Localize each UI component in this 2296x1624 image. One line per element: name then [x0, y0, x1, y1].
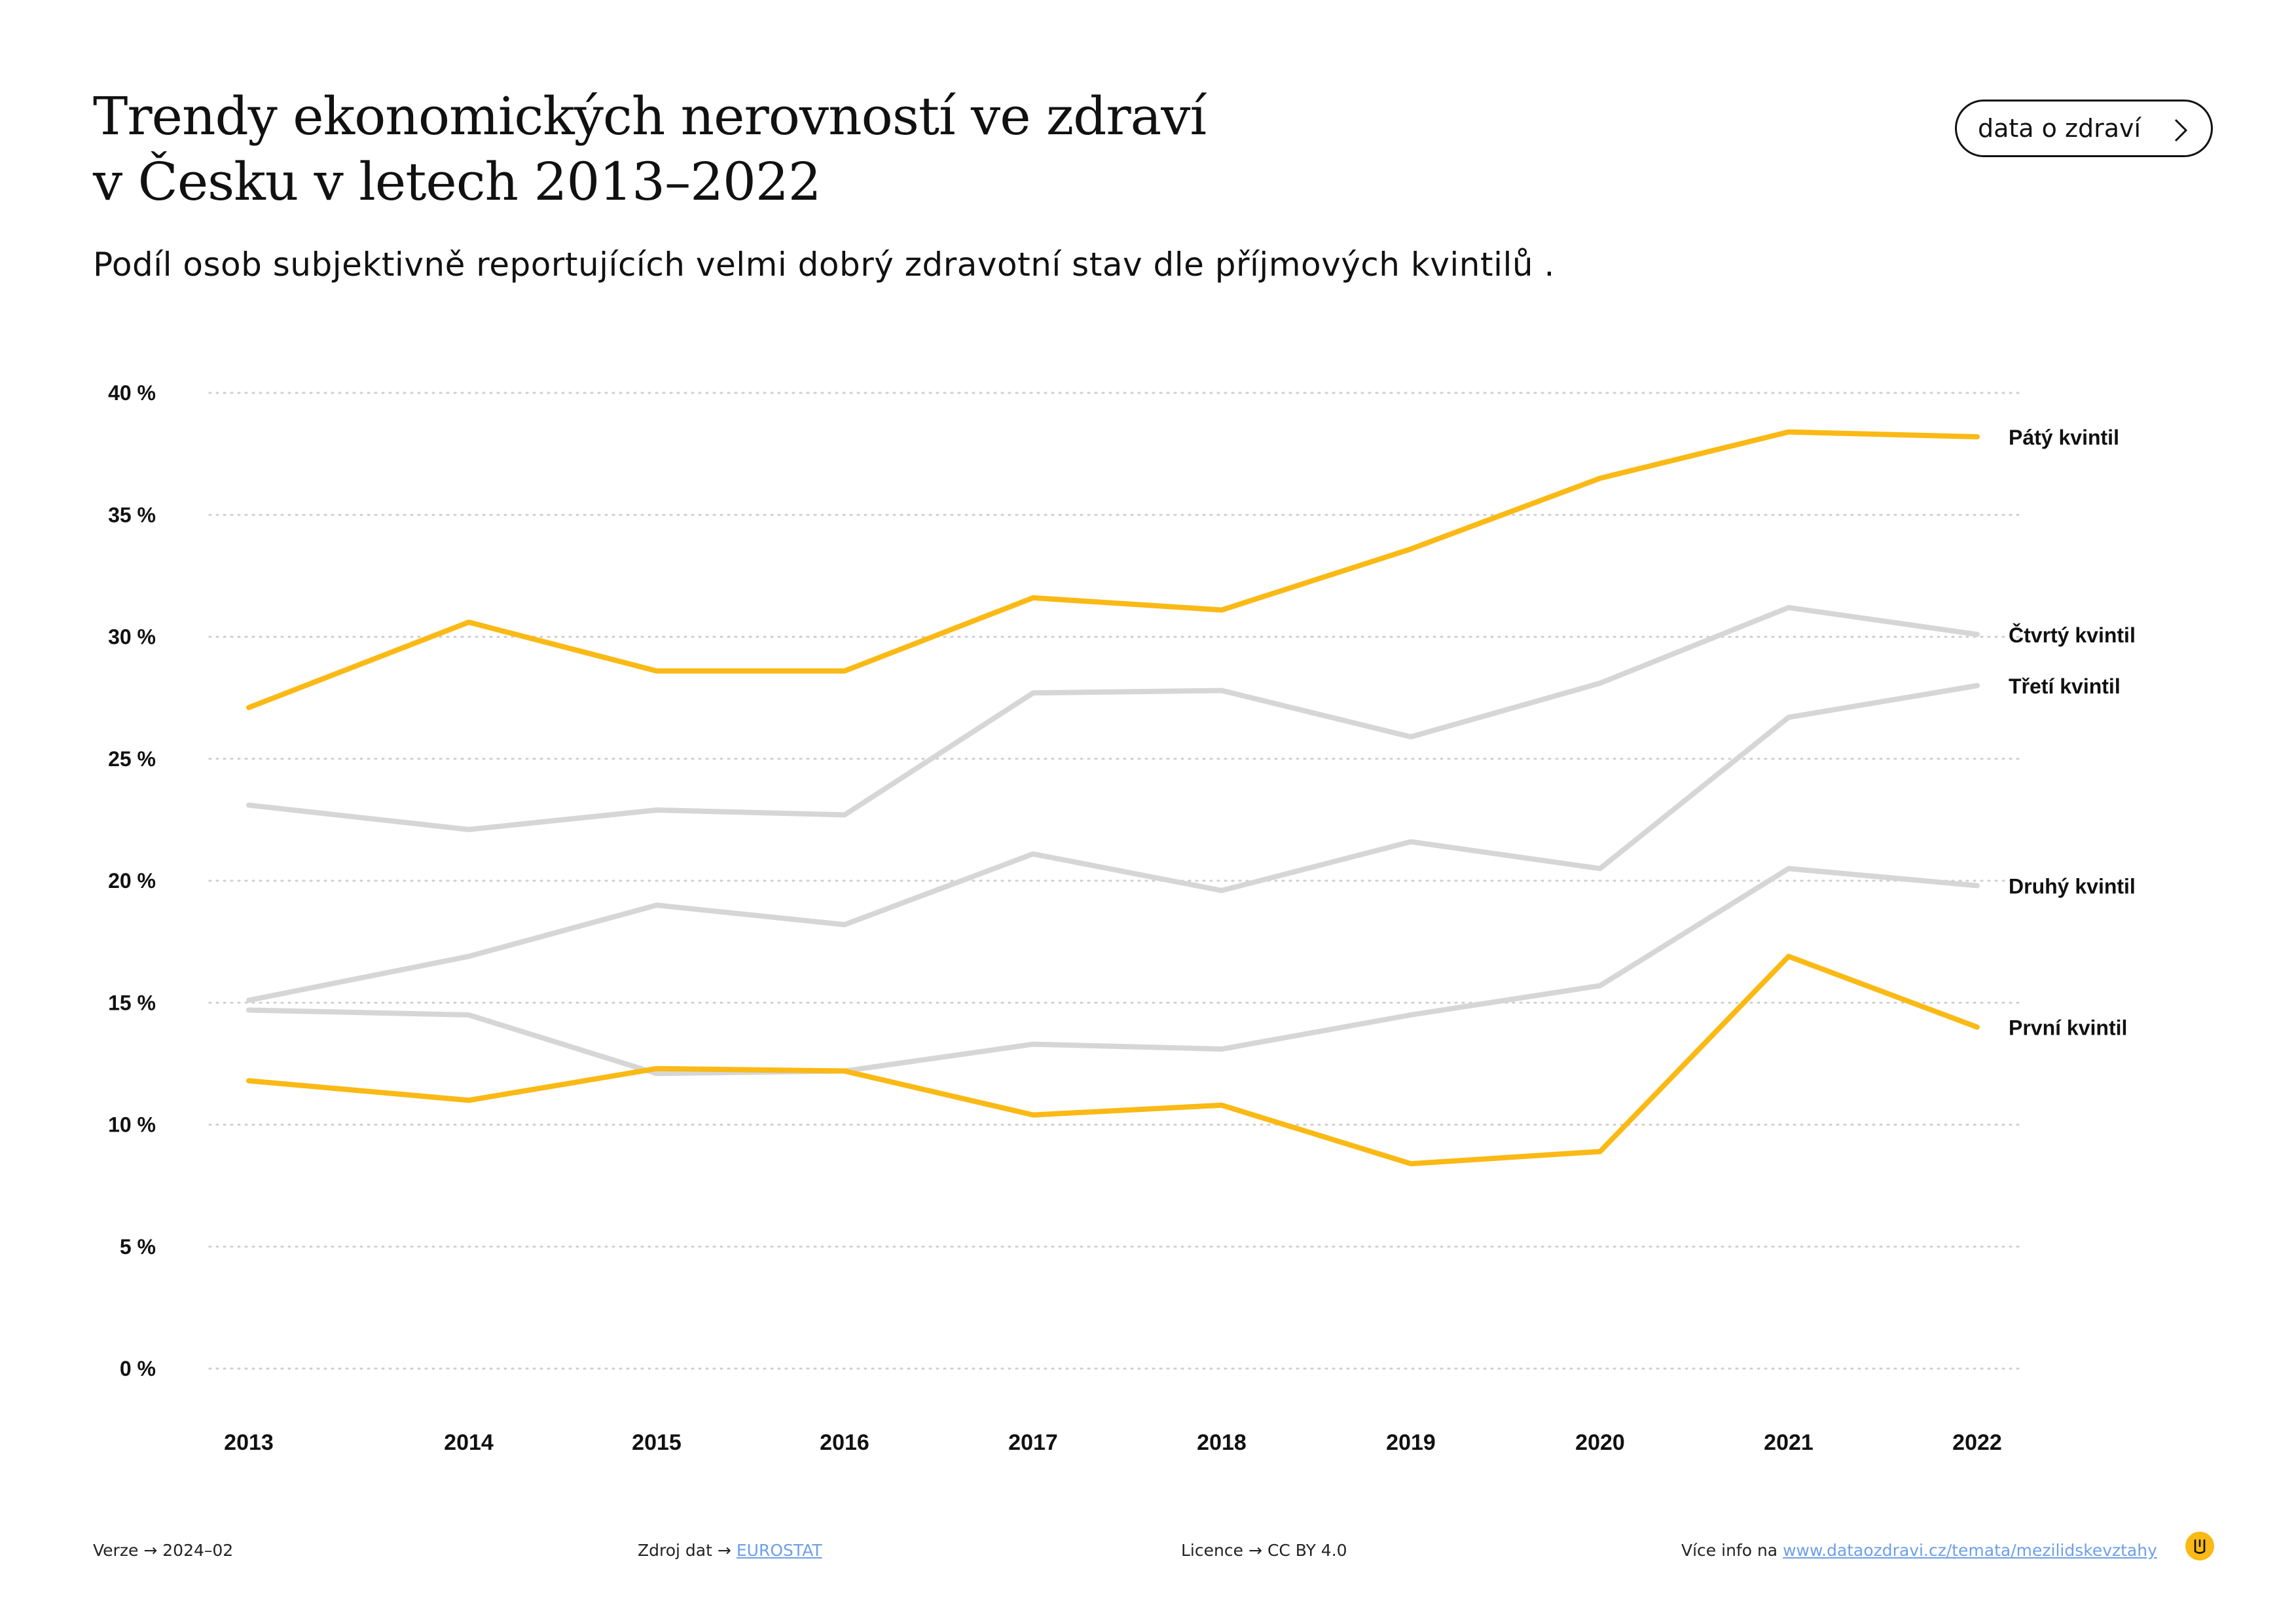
- x-axis-tick-labels: 2013 2014 2015 2016 2017 2018 2019 2020 2021 2022: [224, 1430, 2002, 1455]
- chart-title: Trendy ekonomických nerovností ve zdraví…: [93, 84, 1533, 215]
- footer-version-label: Verze: [93, 1541, 139, 1560]
- y-tick-label: 0 %: [120, 1357, 156, 1380]
- series-label: Pátý kvintil: [2009, 426, 2119, 449]
- series-line: [246, 953, 1980, 1167]
- chart-subtitle: Podíl osob subjektivně reportujících vel…: [93, 246, 1555, 284]
- x-tick-label: 2015: [632, 1430, 682, 1455]
- brand-logo-icon: [2185, 1532, 2214, 1560]
- footer-license-label: Licence: [1181, 1541, 1243, 1560]
- footer-license: Licence → CC BY 4.0: [1181, 1539, 1347, 1562]
- footer-version: Verze → 2024–02: [93, 1539, 233, 1562]
- chart-title-line-1: Trendy ekonomických nerovností ve zdraví: [93, 86, 1207, 147]
- footer-arrow: →: [143, 1541, 158, 1560]
- x-tick-label: 2019: [1386, 1430, 1436, 1455]
- footer-arrow: →: [1248, 1541, 1262, 1560]
- grid-lines: [208, 392, 2024, 1370]
- x-tick-label: 2013: [224, 1430, 274, 1455]
- series-end-labels: Pátý kvintil Čtvrtý kvintil Třetí kvintil D…: [2009, 426, 2136, 1039]
- chart-title-line-2: v Česku v letech 2013–2022: [93, 151, 822, 212]
- chevron-right-icon: [2174, 119, 2188, 142]
- series-label: Druhý kvintil: [2009, 874, 2136, 898]
- y-tick-label: 20 %: [108, 869, 156, 893]
- series-label: První kvintil: [2009, 1016, 2127, 1040]
- series-line: [246, 429, 1980, 710]
- footer-more-link[interactable]: www.dataozdravi.cz/temata/mezilidskevzta…: [1783, 1541, 2157, 1560]
- series-line: [246, 604, 1980, 832]
- y-axis-tick-labels: 0 % 5 % 10 % 15 % 20 % 25 % 30 % 35 % 40 %: [108, 381, 156, 1380]
- x-tick-label: 2014: [444, 1430, 494, 1455]
- y-tick-label: 10 %: [108, 1113, 156, 1137]
- x-tick-label: 2017: [1008, 1430, 1058, 1455]
- data-o-zdravi-button-label: data o zdraví: [1978, 114, 2141, 143]
- series-line: [246, 866, 1980, 1077]
- y-tick-label: 5 %: [120, 1235, 156, 1259]
- y-tick-label: 40 %: [108, 381, 156, 405]
- y-tick-label: 30 %: [108, 625, 156, 649]
- footer-version-value: 2024–02: [162, 1541, 234, 1560]
- footer-arrow: →: [717, 1541, 731, 1560]
- footer-more-label: Více info na: [1681, 1541, 1778, 1560]
- footer-more-info: Více info na www.dataozdravi.cz/temata/m…: [1681, 1539, 2157, 1562]
- x-tick-label: 2021: [1764, 1430, 1813, 1455]
- x-tick-label: 2022: [1952, 1430, 2002, 1455]
- data-series: [246, 429, 1980, 1167]
- series-label: Třetí kvintil: [2009, 674, 2121, 698]
- footer-license-value: CC BY 4.0: [1267, 1541, 1347, 1560]
- series-label: Čtvrtý kvintil: [2009, 623, 2136, 647]
- data-o-zdravi-button[interactable]: data o zdraví: [1955, 100, 2213, 157]
- x-tick-label: 2018: [1197, 1430, 1247, 1455]
- x-tick-label: 2020: [1575, 1430, 1625, 1455]
- y-tick-label: 15 %: [108, 991, 156, 1014]
- footer-source: Zdroj dat → EUROSTAT: [638, 1539, 822, 1562]
- series-line: [246, 683, 1980, 1003]
- x-tick-label: 2016: [820, 1430, 869, 1455]
- footer-source-link[interactable]: EUROSTAT: [736, 1541, 822, 1560]
- footer-source-label: Zdroj dat: [638, 1541, 712, 1560]
- y-tick-label: 35 %: [108, 503, 156, 526]
- y-tick-label: 25 %: [108, 747, 156, 771]
